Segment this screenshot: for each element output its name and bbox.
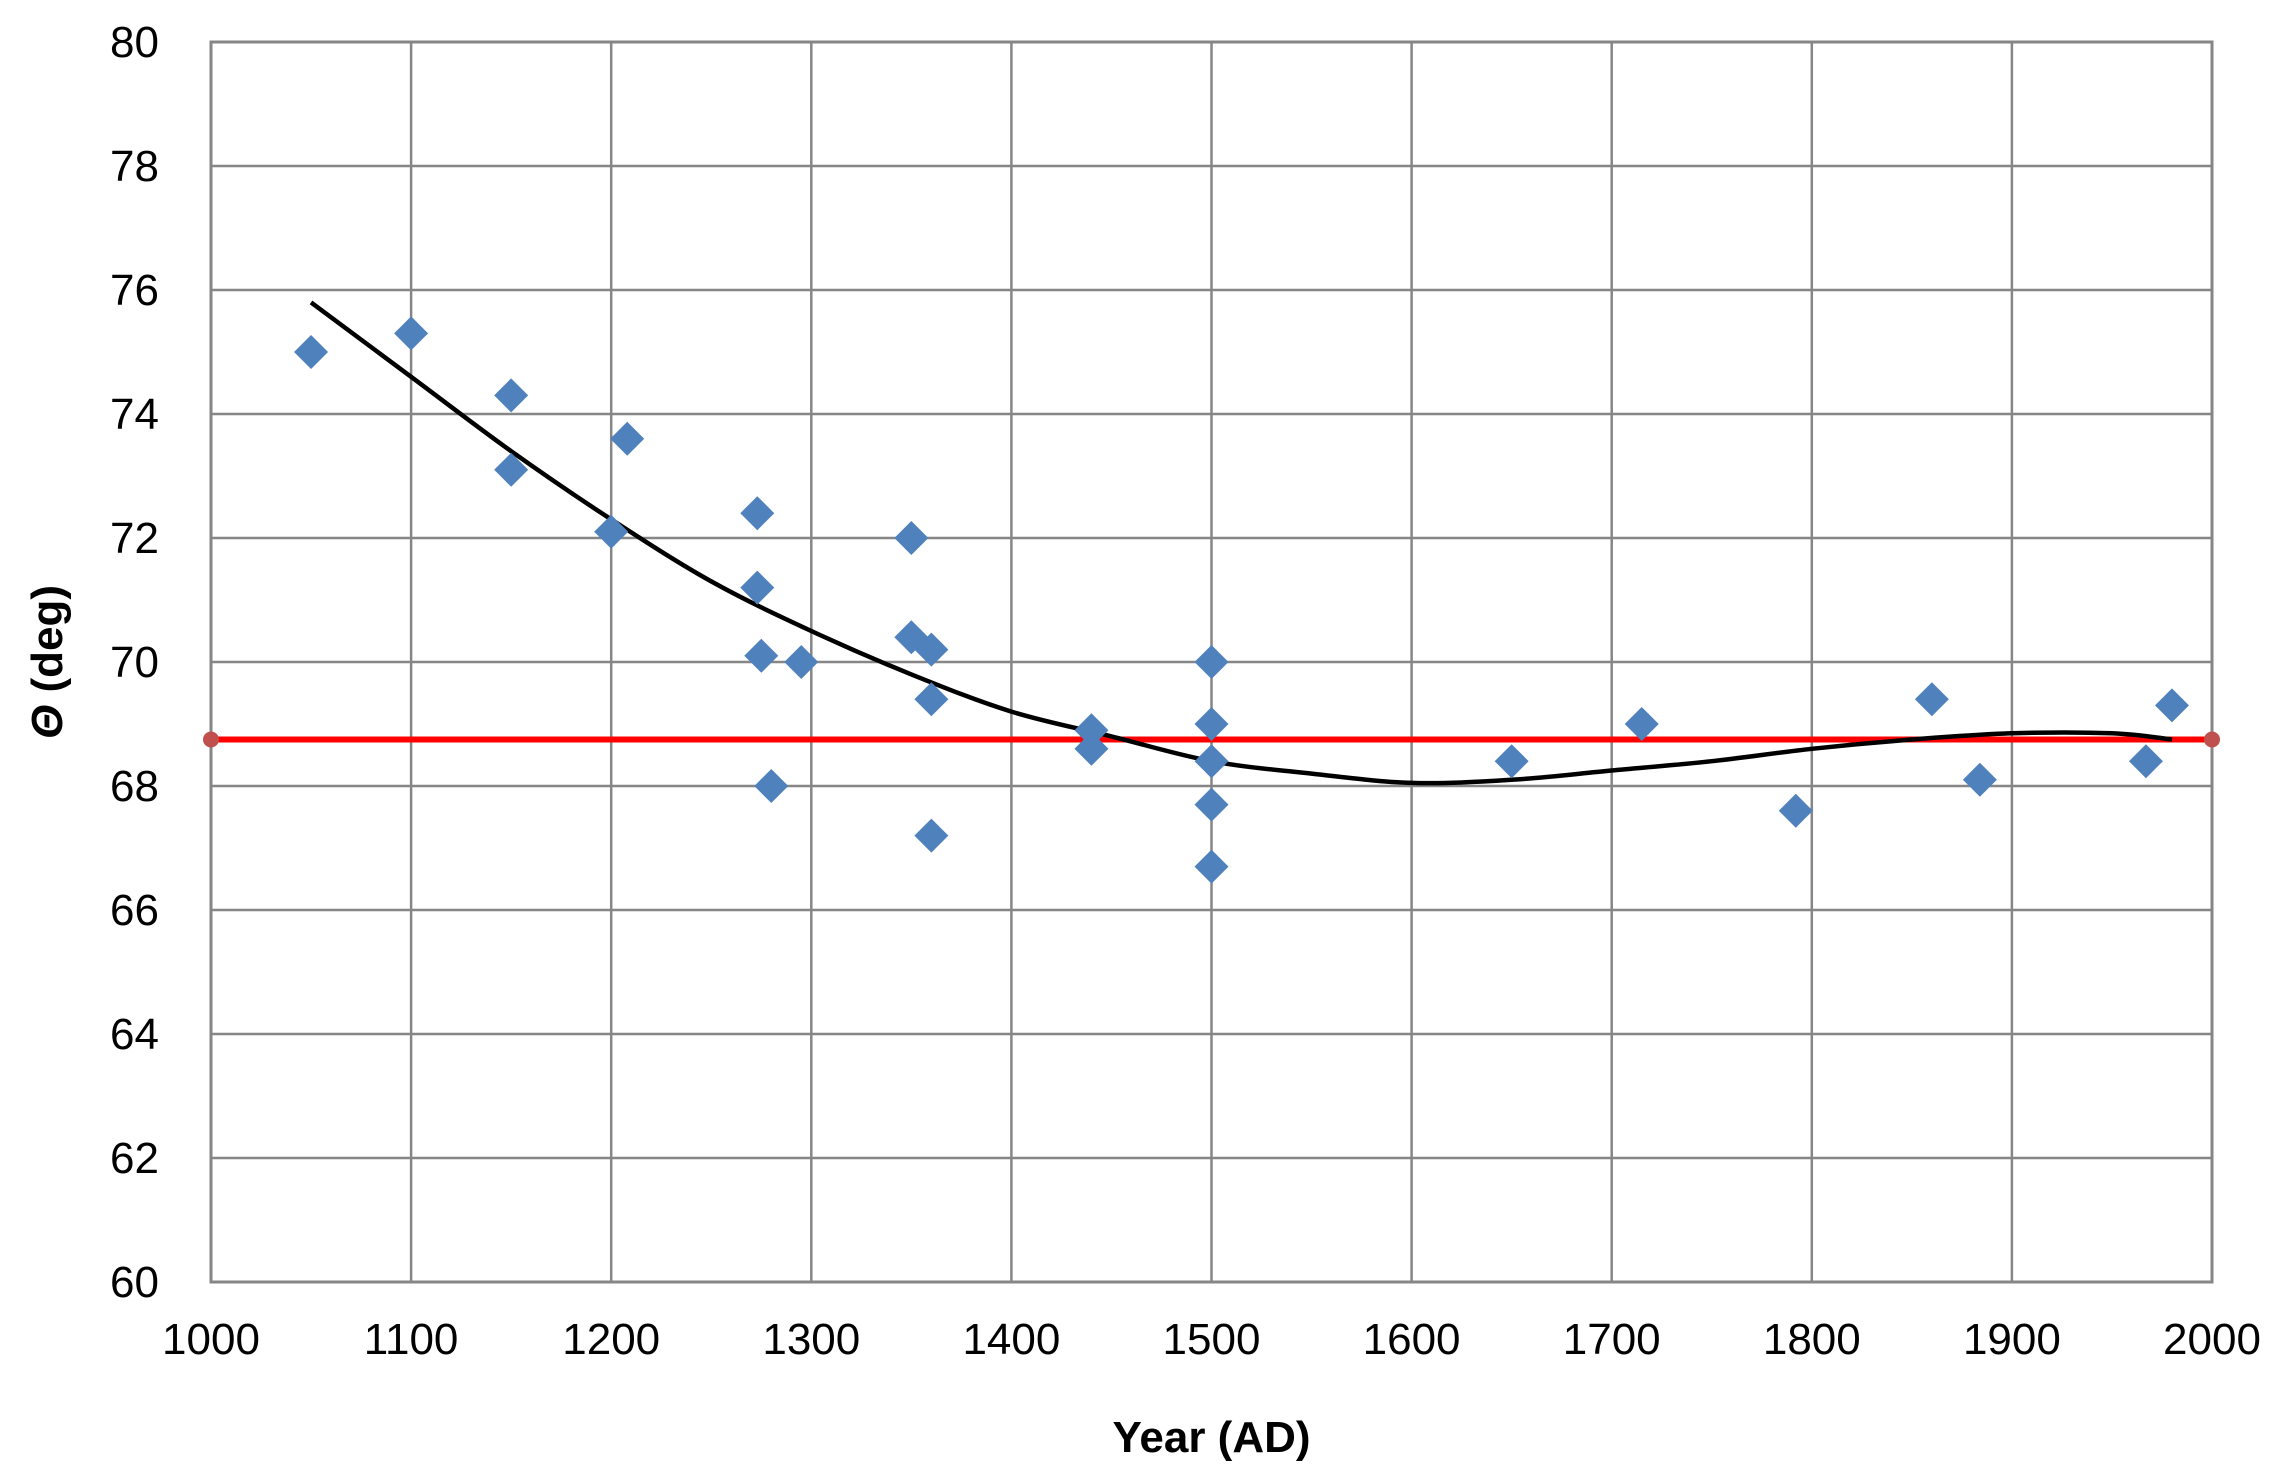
data-points [294, 316, 2189, 884]
data-point [394, 316, 429, 351]
data-point [1494, 744, 1529, 779]
x-tick-label: 1500 [1163, 1315, 1261, 1364]
tick-labels: 1000 1100 1200 1300 1400 1500 1600 1700 1800 1900… [110, 18, 2261, 1364]
data-point [494, 378, 529, 413]
data-point [494, 452, 529, 487]
data-point [1778, 793, 1813, 828]
data-point [1194, 787, 1229, 822]
y-tick-label: 78 [110, 142, 159, 191]
y-tick-label: 66 [110, 886, 159, 935]
axis-titles: Year (AD) Θ (deg) [23, 585, 1311, 1462]
data-point [914, 682, 949, 717]
data-point [2154, 688, 2189, 723]
data-point [594, 514, 629, 549]
reference-line-endpoint [2204, 731, 2220, 748]
data-point [1074, 731, 1109, 766]
data-point [744, 638, 779, 673]
data-point [914, 632, 949, 667]
trend-curve-path [309, 300, 2173, 786]
data-point [914, 818, 949, 853]
x-tick-label: 1800 [1763, 1315, 1861, 1364]
data-point [1962, 762, 1997, 797]
data-point [610, 421, 645, 456]
x-tick-label: 2000 [2163, 1315, 2261, 1364]
x-tick-label: 1400 [962, 1315, 1060, 1364]
data-point [1624, 707, 1659, 741]
reference-line-endpoint [203, 731, 219, 748]
x-tick-label: 1700 [1563, 1315, 1661, 1364]
trend-curve [309, 300, 2173, 786]
y-tick-label: 64 [110, 1010, 159, 1059]
data-point [1194, 645, 1229, 679]
data-point [1194, 744, 1229, 779]
y-tick-label: 68 [110, 762, 159, 811]
data-point [1914, 682, 1949, 717]
data-point [1074, 713, 1109, 748]
y-tick-label: 74 [110, 390, 159, 439]
data-point [1194, 849, 1229, 884]
data-point [740, 496, 775, 531]
x-tick-label: 1300 [762, 1315, 860, 1364]
data-point [894, 521, 929, 555]
plot-frame [209, 40, 2214, 1284]
grid-lines [209, 40, 2214, 1284]
y-axis-title-unit: (deg) [23, 585, 72, 705]
x-tick-label: 1000 [162, 1315, 260, 1364]
data-point [740, 570, 775, 605]
y-tick-label: 80 [110, 18, 159, 67]
y-tick-label: 76 [110, 266, 159, 315]
x-axis-title: Year (AD) [1112, 1413, 1310, 1462]
y-axis-title: Θ (deg) [23, 585, 72, 739]
y-axis-title-symbol: Θ [23, 705, 72, 739]
data-point [294, 335, 329, 369]
data-point [2128, 744, 2163, 779]
data-point [1194, 707, 1229, 741]
x-tick-label: 1200 [562, 1315, 660, 1364]
y-tick-label: 62 [110, 1134, 159, 1183]
y-tick-label: 60 [110, 1258, 159, 1307]
data-point [784, 645, 819, 679]
x-tick-label: 1900 [1963, 1315, 2061, 1364]
y-tick-label: 70 [110, 638, 159, 687]
x-tick-label: 1600 [1363, 1315, 1461, 1364]
y-tick-label: 72 [110, 514, 159, 563]
data-point [754, 769, 789, 803]
x-tick-label: 1100 [364, 1315, 459, 1364]
